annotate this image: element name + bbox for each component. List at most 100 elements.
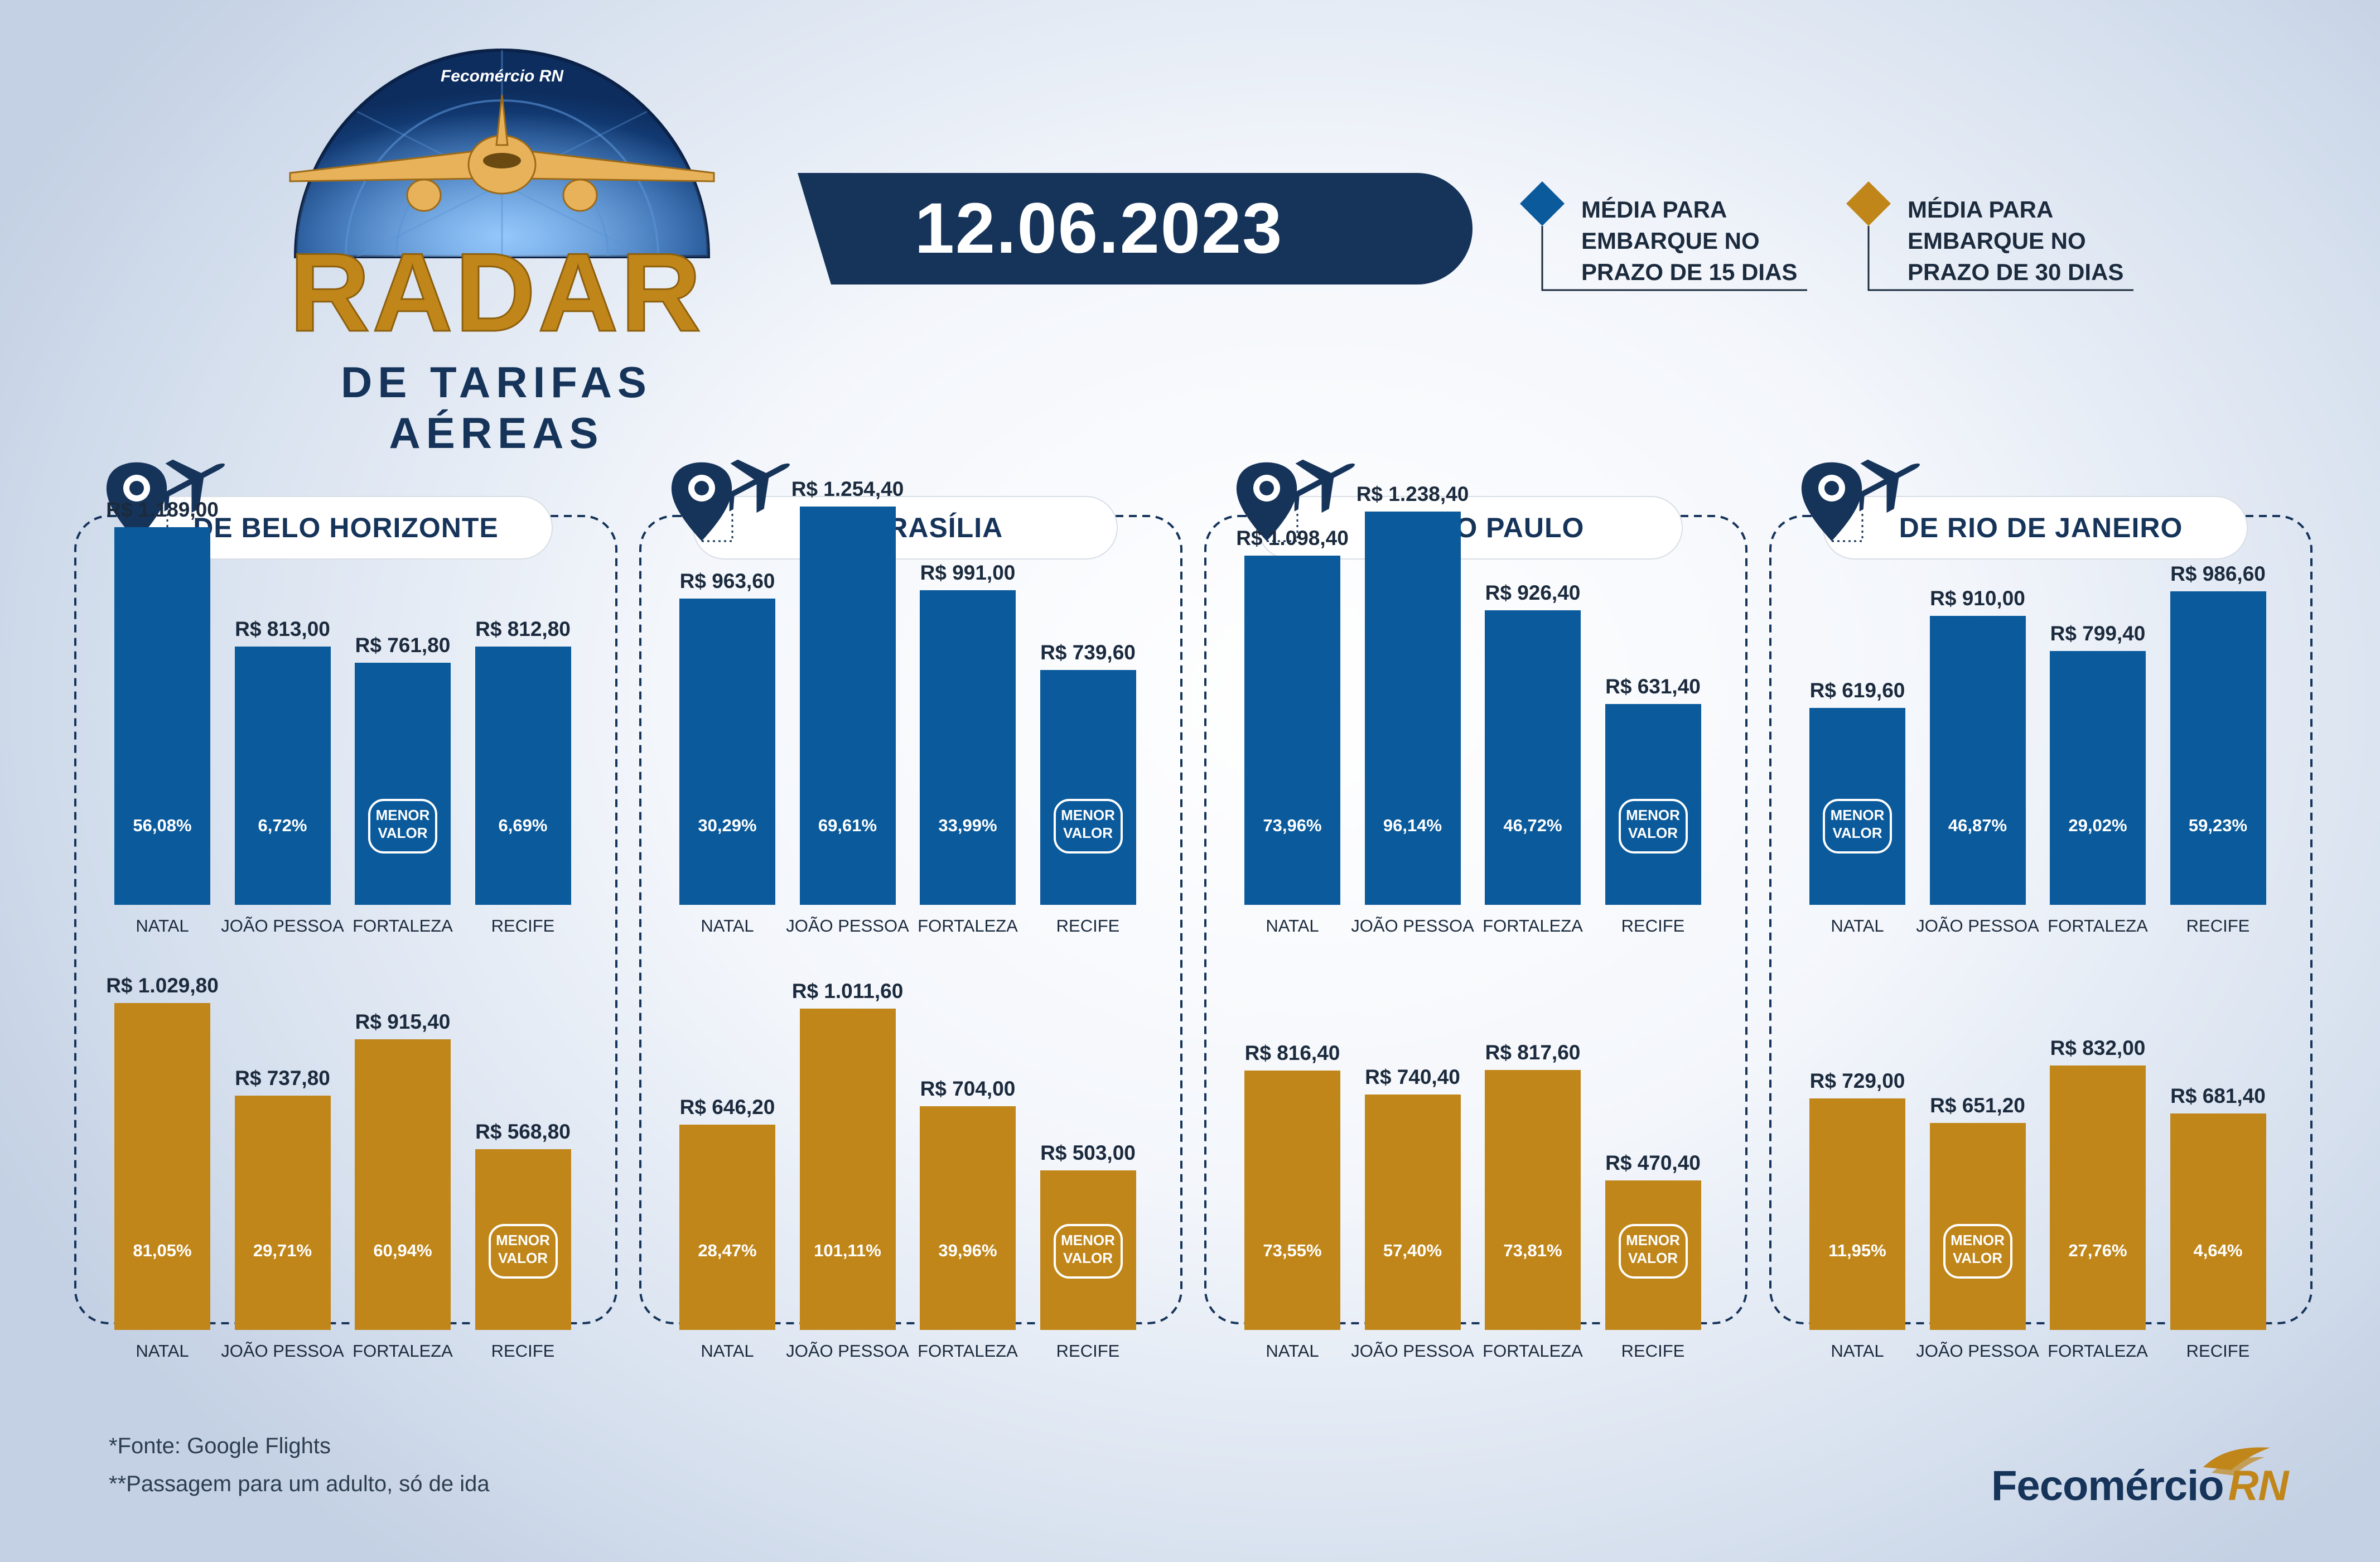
category-label: RECIFE xyxy=(1621,1341,1685,1361)
bar-15-days-2 xyxy=(2050,650,2146,905)
report-date: 12.06.2023 xyxy=(914,189,1283,268)
bar-percent-label: 73,81% xyxy=(1503,1241,1562,1260)
category-label: NATAL xyxy=(701,916,754,936)
bar-30-days-3 xyxy=(2170,1113,2266,1330)
lowest-value-badge: MENOR VALOR xyxy=(1053,1224,1123,1279)
lowest-value-badge: MENOR VALOR xyxy=(368,799,437,854)
lowest-value-badge: MENOR VALOR xyxy=(488,1224,558,1279)
category-label: FORTALEZA xyxy=(353,916,453,936)
logo-subtitle: DE TARIFAS AÉREAS xyxy=(341,358,652,457)
bar-value-label: R$ 963,60 xyxy=(679,570,775,593)
bar-value-label: R$ 619,60 xyxy=(1809,679,1905,702)
location-pin-icon xyxy=(1801,462,1864,542)
bar-percent-label: 69,61% xyxy=(818,816,877,835)
bar-value-label: R$ 915,40 xyxy=(355,1010,451,1033)
bar-percent-label: 46,87% xyxy=(1948,816,2007,835)
legend-15-line-3: PRAZO DE 15 DIAS xyxy=(1581,259,1798,285)
bar-15-days-3 xyxy=(2170,591,2266,905)
bar-percent-label: 33,99% xyxy=(938,816,997,835)
bar-percent-label: 6,69% xyxy=(498,816,548,835)
badge-line: MENOR xyxy=(1830,807,1885,823)
bar-30-days-0 xyxy=(1809,1098,1905,1330)
fecomercio-name-text: Fecomércio xyxy=(1991,1462,2224,1510)
badge-line: VALOR xyxy=(1832,825,1882,841)
brand-small-label: Fecomércio RN xyxy=(440,67,564,85)
legend-15-days: MÉDIA PARA EMBARQUE NO PRAZO DE 15 DIAS xyxy=(1517,179,1829,307)
airplane-icon xyxy=(1281,459,1355,513)
bar-value-label: R$ 740,40 xyxy=(1365,1066,1460,1089)
bar-30-days-1 xyxy=(1929,1123,2026,1330)
bar-15-days-2 xyxy=(920,590,1016,905)
badge-line: MENOR xyxy=(1626,1232,1680,1248)
bar-30-days-2 xyxy=(2050,1066,2146,1330)
category-label: JOÃO PESSOA xyxy=(1916,1341,2039,1361)
category-label: FORTALEZA xyxy=(918,1341,1018,1361)
legend-30-line-2: EMBARQUE NO xyxy=(1908,228,2086,254)
chart-panel-belo-horizonte: DE BELO HORIZONTE R$ 1.189,00 56,08% NATAL R… xyxy=(73,457,619,1361)
badge-line: VALOR xyxy=(498,1250,548,1266)
bar-percent-label: 60,94% xyxy=(373,1241,432,1260)
bar-30-days-1 xyxy=(234,1095,331,1330)
category-label: RECIFE xyxy=(2186,916,2250,936)
bar-value-label: R$ 729,00 xyxy=(1809,1069,1905,1092)
bar-15-days-1 xyxy=(799,506,896,905)
location-pin-icon xyxy=(1236,462,1298,542)
category-label: NATAL xyxy=(1266,916,1319,936)
bar-value-label: R$ 1.189,00 xyxy=(106,498,219,521)
bar-30-days-3 xyxy=(1040,1170,1136,1330)
bar-30-days-0 xyxy=(1244,1071,1340,1330)
bar-percent-label: 11,95% xyxy=(1828,1241,1886,1260)
diamond-blue-icon xyxy=(1520,181,1807,291)
lowest-value-badge: MENOR VALOR xyxy=(1618,1224,1688,1279)
legend-30-line-3: PRAZO DE 30 DIAS xyxy=(1908,259,2124,285)
airplane-icon xyxy=(716,459,790,513)
badge-line: MENOR xyxy=(1061,1232,1115,1248)
category-label: JOÃO PESSOA xyxy=(221,1341,344,1361)
bar-percent-label: 56,08% xyxy=(133,816,192,835)
bar-30-days-3 xyxy=(475,1149,571,1330)
bar-15-days-2 xyxy=(1485,610,1581,905)
panel-frame xyxy=(639,459,1182,1324)
category-label: JOÃO PESSOA xyxy=(786,916,909,936)
airplane-icon xyxy=(1846,459,1920,513)
bar-value-label: R$ 646,20 xyxy=(679,1095,775,1119)
bar-15-days-0 xyxy=(114,527,210,905)
category-label: JOÃO PESSOA xyxy=(221,916,344,936)
category-label: NATAL xyxy=(1831,1341,1884,1361)
chart-panel-brasilia: DE BRASÍLIA R$ 963,60 30,29% NATAL R$ 1.254,… xyxy=(638,457,1184,1361)
bar-value-label: R$ 1.254,40 xyxy=(791,477,904,500)
bar-percent-label: 39,96% xyxy=(938,1241,997,1260)
bar-15-days-1 xyxy=(1929,615,2026,905)
bar-percent-label: 4,64% xyxy=(2193,1241,2243,1260)
bar-value-label: R$ 631,40 xyxy=(1605,675,1701,698)
badge-line: VALOR xyxy=(1952,1250,2003,1266)
bar-value-label: R$ 503,00 xyxy=(1040,1141,1136,1164)
fecomercio-logo: Fecomércio RN xyxy=(1991,1445,2289,1510)
bar-percent-label: 30,29% xyxy=(698,816,757,835)
bar-percent-label: 73,96% xyxy=(1263,816,1322,835)
category-label: FORTALEZA xyxy=(2048,1341,2148,1361)
category-label: NATAL xyxy=(1831,916,1884,936)
bar-30-days-3 xyxy=(1605,1180,1701,1330)
radar-logo: Fecomércio RN RADAR DE TARIFAS AÉREAS xyxy=(234,11,770,457)
bar-30-days-1 xyxy=(799,1008,896,1330)
category-label: RECIFE xyxy=(491,916,555,936)
legend-15-text: MÉDIA PARA EMBARQUE NO PRAZO DE 15 DIAS xyxy=(1581,194,1827,288)
bar-value-label: R$ 817,60 xyxy=(1485,1041,1581,1064)
bar-30-days-1 xyxy=(1364,1095,1461,1330)
category-label: RECIFE xyxy=(2186,1341,2250,1361)
legend-30-days: MÉDIA PARA EMBARQUE NO PRAZO DE 30 DIAS xyxy=(1843,179,2156,307)
panel-title: DE BELO HORIZONTE xyxy=(193,512,499,543)
badge-line: VALOR xyxy=(1063,825,1113,841)
category-label: FORTALEZA xyxy=(918,916,1018,936)
badge-line: MENOR xyxy=(1061,807,1115,823)
bar-value-label: R$ 991,00 xyxy=(920,561,1016,584)
category-label: NATAL xyxy=(701,1341,754,1361)
radar-dome-icon xyxy=(289,49,715,258)
location-pin-icon xyxy=(671,462,733,542)
bar-30-days-0 xyxy=(679,1124,775,1330)
legend-15-line-2: EMBARQUE NO xyxy=(1581,228,1760,254)
bar-value-label: R$ 739,60 xyxy=(1040,640,1136,664)
bar-percent-label: 29,02% xyxy=(2068,816,2127,835)
footnote-passenger: **Passagem para um adulto, só de ida xyxy=(109,1472,490,1496)
